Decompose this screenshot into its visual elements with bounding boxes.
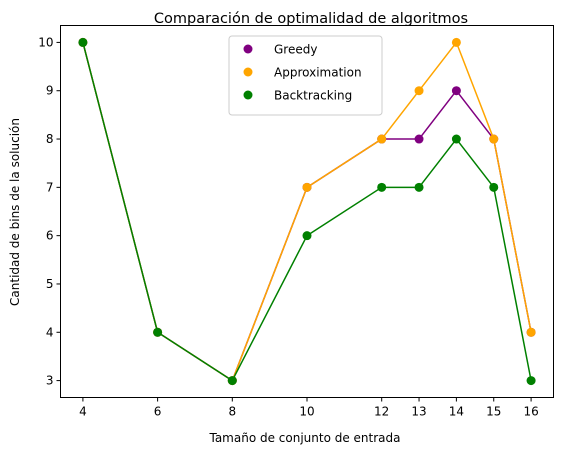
legend: Greedy Approximation Backtracking (228, 35, 383, 116)
y-axis: 3 4 5 6 7 8 9 10 (38, 35, 61, 388)
data-point (489, 134, 499, 144)
data-point (414, 182, 424, 192)
data-point (526, 327, 536, 337)
x-tick-label: 10 (299, 405, 314, 419)
x-tick-label: 12 (374, 405, 389, 419)
x-tick-label: 15 (486, 405, 501, 419)
data-point (414, 134, 424, 144)
x-tick-label: 16 (523, 405, 538, 419)
x-tick-label: 14 (449, 405, 464, 419)
data-point (451, 37, 461, 47)
y-tick-label: 4 (46, 325, 54, 339)
y-tick-label: 5 (46, 277, 54, 291)
data-point (153, 327, 163, 337)
y-tick-label: 3 (46, 374, 54, 388)
data-point (526, 376, 536, 386)
legend-label: Greedy (274, 43, 317, 57)
legend-marker (243, 44, 253, 54)
data-point (451, 134, 461, 144)
x-axis: 4 6 8 10 12 13 14 15 16 (79, 397, 539, 419)
legend-box (228, 35, 383, 116)
legend-marker (243, 67, 253, 77)
data-point (227, 376, 237, 386)
legend-marker (243, 90, 253, 100)
legend-label: Approximation (274, 66, 362, 80)
data-point (377, 134, 387, 144)
x-tick-label: 13 (411, 405, 426, 419)
legend-label: Backtracking (274, 89, 352, 103)
data-point (451, 86, 461, 96)
y-axis-title: Cantidad de bins de la solución (8, 118, 22, 306)
series-layer (78, 37, 536, 386)
y-tick-label: 8 (46, 132, 54, 146)
chart-title: Comparación de optimalidad de algoritmos (154, 11, 468, 27)
y-tick-label: 7 (46, 180, 54, 194)
series-backtracking (78, 37, 536, 386)
y-tick-label: 10 (38, 35, 53, 49)
data-point (377, 182, 387, 192)
x-axis-title: Tamaño de conjunto de entrada (208, 431, 400, 445)
y-tick-label: 9 (46, 84, 54, 98)
x-tick-label: 8 (228, 405, 236, 419)
y-tick-label: 6 (46, 229, 54, 243)
data-point (302, 231, 312, 241)
x-tick-label: 6 (154, 405, 162, 419)
x-tick-label: 4 (79, 405, 87, 419)
data-point (302, 182, 312, 192)
data-point (78, 37, 88, 47)
data-point (489, 182, 499, 192)
data-point (414, 86, 424, 96)
